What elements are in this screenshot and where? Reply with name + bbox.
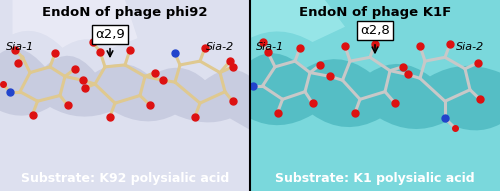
Text: Sia-1: Sia-1 [6,42,34,52]
Text: Sia-2: Sia-2 [456,42,484,52]
PathPatch shape [388,138,500,191]
PathPatch shape [0,0,250,80]
PathPatch shape [250,0,345,42]
Text: α2,8: α2,8 [360,24,390,37]
Text: α2,9: α2,9 [95,28,125,41]
PathPatch shape [250,115,500,191]
PathPatch shape [0,107,250,191]
Text: Sia-1: Sia-1 [256,42,284,52]
Text: EndoN of phage phi92: EndoN of phage phi92 [42,6,208,19]
Text: EndoN of phage K1F: EndoN of phage K1F [299,6,451,19]
Text: Substrate: K1 polysialic acid: Substrate: K1 polysialic acid [275,172,475,185]
PathPatch shape [250,0,500,76]
Text: Substrate: K92 polysialic acid: Substrate: K92 polysialic acid [21,172,229,185]
PathPatch shape [12,0,138,48]
Text: Sia-2: Sia-2 [206,42,234,52]
